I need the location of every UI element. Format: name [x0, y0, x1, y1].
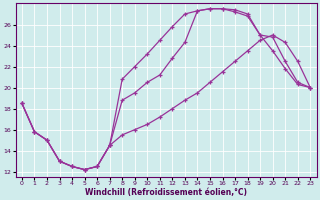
X-axis label: Windchill (Refroidissement éolien,°C): Windchill (Refroidissement éolien,°C) [85, 188, 247, 197]
